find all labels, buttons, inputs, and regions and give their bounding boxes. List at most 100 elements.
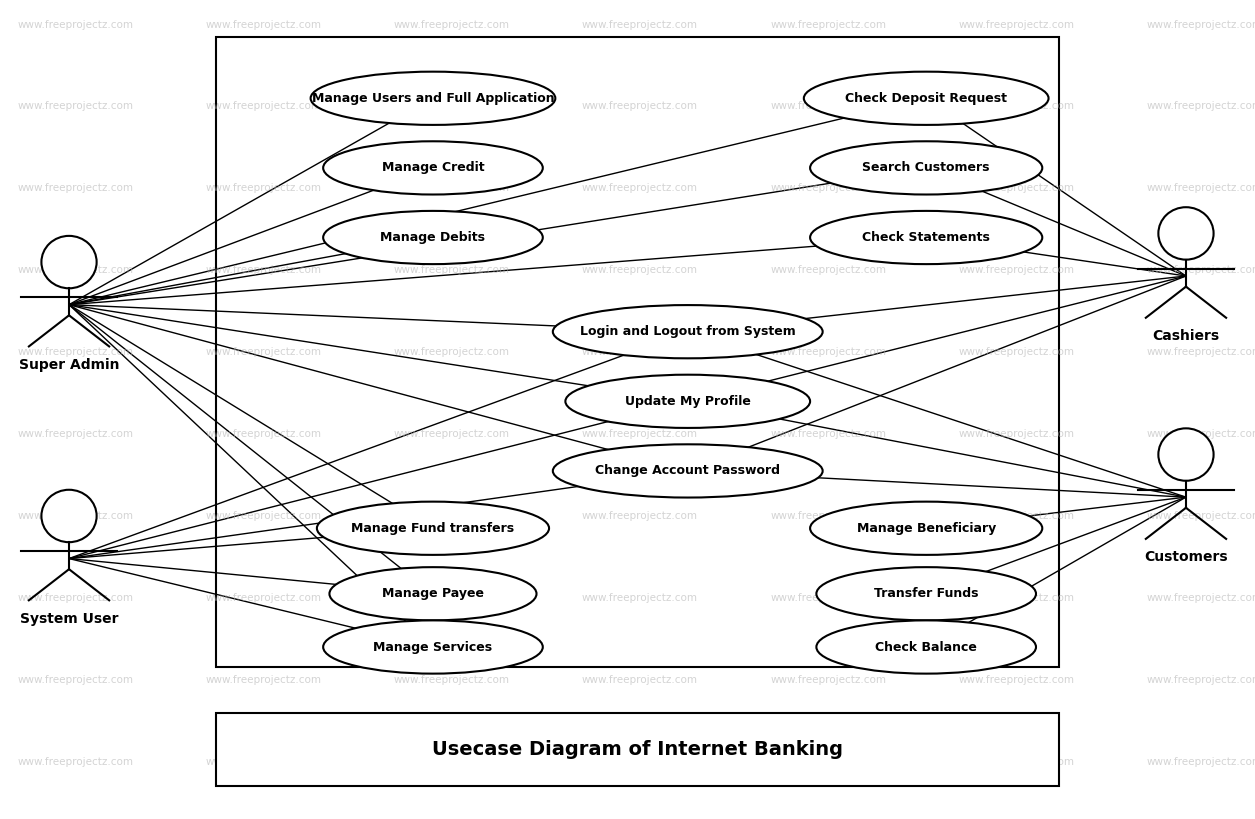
Ellipse shape bbox=[552, 444, 823, 498]
Text: www.freeprojectz.com: www.freeprojectz.com bbox=[18, 265, 133, 275]
Text: Check Statements: Check Statements bbox=[862, 231, 990, 244]
Text: www.freeprojectz.com: www.freeprojectz.com bbox=[771, 183, 886, 193]
Text: Search Customers: Search Customers bbox=[862, 161, 990, 174]
Ellipse shape bbox=[41, 490, 97, 542]
Text: www.freeprojectz.com: www.freeprojectz.com bbox=[771, 593, 886, 603]
Ellipse shape bbox=[324, 141, 542, 194]
Text: www.freeprojectz.com: www.freeprojectz.com bbox=[206, 102, 321, 111]
Text: www.freeprojectz.com: www.freeprojectz.com bbox=[771, 102, 886, 111]
Text: Check Deposit Request: Check Deposit Request bbox=[845, 92, 1008, 105]
Text: www.freeprojectz.com: www.freeprojectz.com bbox=[18, 347, 133, 357]
Text: www.freeprojectz.com: www.freeprojectz.com bbox=[771, 347, 886, 357]
Text: www.freeprojectz.com: www.freeprojectz.com bbox=[959, 429, 1074, 439]
Text: www.freeprojectz.com: www.freeprojectz.com bbox=[582, 429, 698, 439]
Text: Manage Debits: Manage Debits bbox=[380, 231, 486, 244]
Text: Check Balance: Check Balance bbox=[875, 640, 978, 654]
Text: www.freeprojectz.com: www.freeprojectz.com bbox=[582, 511, 698, 521]
Text: www.freeprojectz.com: www.freeprojectz.com bbox=[394, 429, 510, 439]
Text: www.freeprojectz.com: www.freeprojectz.com bbox=[394, 593, 510, 603]
Text: Manage Payee: Manage Payee bbox=[382, 587, 484, 600]
Text: www.freeprojectz.com: www.freeprojectz.com bbox=[771, 429, 886, 439]
Text: www.freeprojectz.com: www.freeprojectz.com bbox=[206, 347, 321, 357]
Text: www.freeprojectz.com: www.freeprojectz.com bbox=[1147, 675, 1255, 685]
Ellipse shape bbox=[41, 236, 97, 288]
Text: System User: System User bbox=[20, 612, 118, 626]
Text: www.freeprojectz.com: www.freeprojectz.com bbox=[1147, 511, 1255, 521]
Text: www.freeprojectz.com: www.freeprojectz.com bbox=[394, 183, 510, 193]
Text: www.freeprojectz.com: www.freeprojectz.com bbox=[959, 347, 1074, 357]
Text: www.freeprojectz.com: www.freeprojectz.com bbox=[582, 593, 698, 603]
Ellipse shape bbox=[324, 621, 542, 673]
Text: www.freeprojectz.com: www.freeprojectz.com bbox=[206, 675, 321, 685]
Ellipse shape bbox=[552, 305, 823, 359]
Text: www.freeprojectz.com: www.freeprojectz.com bbox=[18, 429, 133, 439]
Ellipse shape bbox=[1158, 428, 1214, 481]
Text: www.freeprojectz.com: www.freeprojectz.com bbox=[771, 511, 886, 521]
Ellipse shape bbox=[811, 211, 1042, 264]
Ellipse shape bbox=[316, 501, 550, 555]
Text: www.freeprojectz.com: www.freeprojectz.com bbox=[771, 20, 886, 29]
Text: www.freeprojectz.com: www.freeprojectz.com bbox=[1147, 20, 1255, 29]
Text: www.freeprojectz.com: www.freeprojectz.com bbox=[394, 511, 510, 521]
Text: Change Account Password: Change Account Password bbox=[595, 464, 781, 477]
Text: Manage Users and Full Application: Manage Users and Full Application bbox=[311, 92, 555, 105]
Text: www.freeprojectz.com: www.freeprojectz.com bbox=[582, 20, 698, 29]
Text: Manage Credit: Manage Credit bbox=[382, 161, 484, 174]
Text: www.freeprojectz.com: www.freeprojectz.com bbox=[771, 265, 886, 275]
Ellipse shape bbox=[816, 621, 1037, 673]
Text: www.freeprojectz.com: www.freeprojectz.com bbox=[959, 20, 1074, 29]
Ellipse shape bbox=[811, 501, 1042, 555]
Text: Transfer Funds: Transfer Funds bbox=[873, 587, 979, 600]
Text: www.freeprojectz.com: www.freeprojectz.com bbox=[394, 102, 510, 111]
Text: www.freeprojectz.com: www.freeprojectz.com bbox=[1147, 102, 1255, 111]
Text: www.freeprojectz.com: www.freeprojectz.com bbox=[959, 675, 1074, 685]
Text: www.freeprojectz.com: www.freeprojectz.com bbox=[1147, 429, 1255, 439]
Text: www.freeprojectz.com: www.freeprojectz.com bbox=[394, 757, 510, 767]
Text: www.freeprojectz.com: www.freeprojectz.com bbox=[582, 102, 698, 111]
Text: www.freeprojectz.com: www.freeprojectz.com bbox=[18, 757, 133, 767]
Text: Super Admin: Super Admin bbox=[19, 358, 119, 372]
Text: www.freeprojectz.com: www.freeprojectz.com bbox=[582, 183, 698, 193]
Text: www.freeprojectz.com: www.freeprojectz.com bbox=[582, 347, 698, 357]
Text: www.freeprojectz.com: www.freeprojectz.com bbox=[1147, 347, 1255, 357]
Ellipse shape bbox=[566, 375, 811, 428]
Text: Cashiers: Cashiers bbox=[1152, 329, 1220, 343]
Text: www.freeprojectz.com: www.freeprojectz.com bbox=[18, 511, 133, 521]
Ellipse shape bbox=[329, 567, 536, 621]
Text: www.freeprojectz.com: www.freeprojectz.com bbox=[206, 593, 321, 603]
Text: www.freeprojectz.com: www.freeprojectz.com bbox=[206, 511, 321, 521]
Text: Manage Services: Manage Services bbox=[374, 640, 492, 654]
Text: www.freeprojectz.com: www.freeprojectz.com bbox=[18, 20, 133, 29]
Text: www.freeprojectz.com: www.freeprojectz.com bbox=[394, 675, 510, 685]
Text: www.freeprojectz.com: www.freeprojectz.com bbox=[18, 183, 133, 193]
Bar bbox=[216, 37, 1059, 667]
Text: Usecase Diagram of Internet Banking: Usecase Diagram of Internet Banking bbox=[432, 740, 843, 759]
Text: www.freeprojectz.com: www.freeprojectz.com bbox=[582, 675, 698, 685]
Ellipse shape bbox=[803, 72, 1049, 124]
Text: www.freeprojectz.com: www.freeprojectz.com bbox=[959, 757, 1074, 767]
Text: www.freeprojectz.com: www.freeprojectz.com bbox=[1147, 265, 1255, 275]
Text: www.freeprojectz.com: www.freeprojectz.com bbox=[1147, 757, 1255, 767]
Text: Manage Fund transfers: Manage Fund transfers bbox=[351, 522, 515, 535]
Text: www.freeprojectz.com: www.freeprojectz.com bbox=[206, 20, 321, 29]
Text: Login and Logout from System: Login and Logout from System bbox=[580, 325, 796, 338]
Ellipse shape bbox=[816, 567, 1037, 621]
Text: www.freeprojectz.com: www.freeprojectz.com bbox=[394, 347, 510, 357]
Text: www.freeprojectz.com: www.freeprojectz.com bbox=[959, 265, 1074, 275]
Ellipse shape bbox=[811, 141, 1042, 194]
Text: Manage Beneficiary: Manage Beneficiary bbox=[857, 522, 995, 535]
Text: www.freeprojectz.com: www.freeprojectz.com bbox=[959, 102, 1074, 111]
Text: www.freeprojectz.com: www.freeprojectz.com bbox=[206, 757, 321, 767]
Ellipse shape bbox=[310, 72, 556, 124]
Text: www.freeprojectz.com: www.freeprojectz.com bbox=[959, 511, 1074, 521]
Text: www.freeprojectz.com: www.freeprojectz.com bbox=[1147, 183, 1255, 193]
Bar bbox=[216, 713, 1059, 786]
Text: www.freeprojectz.com: www.freeprojectz.com bbox=[18, 675, 133, 685]
Text: www.freeprojectz.com: www.freeprojectz.com bbox=[771, 675, 886, 685]
Text: www.freeprojectz.com: www.freeprojectz.com bbox=[206, 429, 321, 439]
Text: Customers: Customers bbox=[1145, 550, 1227, 564]
Text: www.freeprojectz.com: www.freeprojectz.com bbox=[582, 757, 698, 767]
Ellipse shape bbox=[324, 211, 542, 264]
Text: www.freeprojectz.com: www.freeprojectz.com bbox=[959, 183, 1074, 193]
Text: www.freeprojectz.com: www.freeprojectz.com bbox=[771, 757, 886, 767]
